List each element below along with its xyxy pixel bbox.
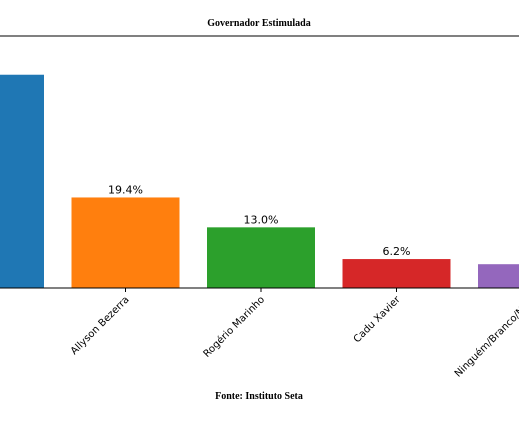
bar-4 — [478, 264, 519, 288]
x-tick-label-2: Rogério Marinho — [201, 294, 267, 360]
bar-2 — [207, 227, 315, 288]
chart-title: Governador Estimulada — [207, 18, 310, 29]
bar-value-label-2: 13.0% — [244, 213, 279, 226]
bar-1 — [71, 197, 180, 288]
bar-value-label-1: 19.4% — [108, 183, 143, 196]
tick-labels-group: Allyson Bezerra Rogério Marinho Cadu Xavie… — [69, 288, 519, 380]
bar-value-label-3: 6.2% — [383, 245, 411, 258]
bar-3 — [342, 259, 451, 288]
x-tick-label-3: Cadu Xavier — [352, 294, 403, 345]
bars-group — [0, 74, 519, 288]
x-tick-label-1: Allyson Bezerra — [69, 294, 132, 357]
value-labels-group: %19.4%13.0%6.2%5 — [108, 183, 411, 258]
x-tick-label-4: Ninguém/Branco/Nulo — [452, 294, 519, 380]
bar-0 — [0, 74, 44, 288]
chart-source-label: Fonte: Instituto Seta — [215, 391, 303, 402]
